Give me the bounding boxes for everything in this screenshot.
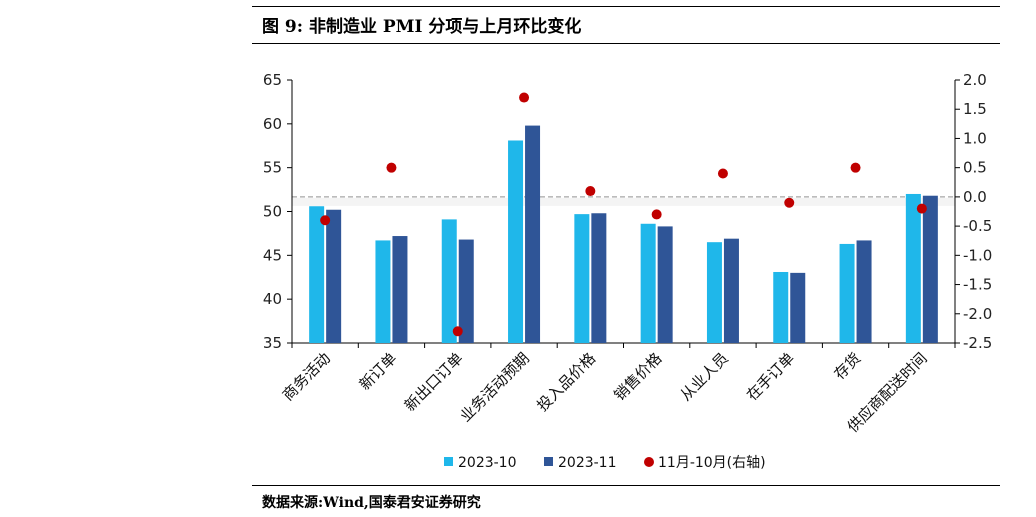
bar-2023-10: [773, 271, 789, 343]
zero-line-shadow: [292, 197, 955, 206]
bar-2023-11: [392, 236, 408, 343]
bar-2023-11: [326, 209, 342, 343]
right-tick-label: 1.0: [963, 129, 987, 147]
legend-swatch: [444, 457, 453, 466]
category-label: 销售价格: [610, 349, 665, 404]
category-label: 投入品价格: [533, 349, 599, 415]
top-rule: [252, 6, 1000, 7]
left-tick-label: 35: [263, 334, 282, 352]
diff-point: [916, 203, 927, 214]
left-tick-label: 55: [263, 159, 282, 177]
diff-point: [452, 326, 463, 337]
right-tick-label: -2.5: [963, 334, 992, 352]
category-label: 商务活动: [279, 349, 334, 404]
right-tick-label: 0.0: [963, 188, 987, 206]
legend-label: 11月-10月(右轴): [658, 455, 766, 471]
right-tick-label: -1.0: [963, 246, 992, 264]
bar-2023-10: [839, 243, 855, 343]
bars-layer: [309, 125, 938, 343]
bar-2023-11: [922, 195, 938, 343]
left-tick-label: 50: [263, 203, 282, 221]
legend-label: 2023-11: [558, 455, 617, 471]
diff-point: [320, 215, 331, 226]
left-tick-label: 45: [263, 246, 282, 264]
right-tick-label: 2.0: [963, 71, 987, 89]
points-layer: [320, 92, 927, 337]
right-tick-label: 1.5: [963, 100, 987, 118]
legend-label: 2023-10: [458, 455, 517, 471]
bar-2023-10: [640, 223, 656, 343]
right-tick-label: -2.0: [963, 305, 992, 323]
category-label: 在手订单: [743, 349, 798, 404]
legend-swatch: [644, 457, 654, 467]
legend-swatch: [544, 457, 553, 466]
bar-2023-11: [657, 226, 673, 343]
category-label: 新出口订单: [401, 349, 467, 415]
right-tick-label: -1.5: [963, 276, 992, 294]
diff-point: [585, 186, 596, 197]
legend: 2023-10 2023-11 11月-10月(右轴): [444, 455, 766, 471]
bar-2023-11: [723, 238, 739, 343]
diff-point: [651, 209, 662, 220]
diff-point: [784, 197, 795, 208]
bar-2023-10: [706, 242, 722, 343]
category-label: 从业人员: [677, 349, 732, 404]
diff-point: [850, 162, 861, 173]
left-tick-label: 65: [263, 71, 282, 89]
diff-point: [717, 168, 728, 179]
figure-title: 图 9: 非制造业 PMI 分项与上月环比变化: [262, 17, 582, 37]
source-note: 数据来源:Wind,国泰君安证券研究: [262, 495, 481, 511]
bar-2023-10: [309, 206, 325, 343]
bar-2023-10: [574, 214, 590, 343]
left-tick-label: 40: [263, 290, 282, 308]
diff-point: [386, 162, 397, 173]
bar-2023-11: [790, 272, 806, 343]
axes-layer: 35 40 45 50 55 60 65 -2.5 -2.0 -1.5 -1.0 -0.5 0.0 0.5…: [263, 71, 992, 352]
bar-2023-11: [591, 213, 607, 343]
bar-2023-10: [905, 193, 921, 343]
category-label: 新订单: [356, 349, 401, 394]
category-label: 业务活动预期: [456, 349, 532, 425]
right-tick-label: 0.5: [963, 159, 987, 177]
title-rule: [252, 43, 1000, 44]
bar-2023-10: [441, 219, 457, 343]
bar-2023-11: [856, 240, 872, 343]
diff-point: [519, 92, 530, 103]
bar-2023-10: [375, 240, 391, 343]
bottom-rule: [252, 485, 1000, 486]
right-tick-label: -0.5: [963, 217, 992, 235]
bar-2023-11: [525, 125, 541, 343]
category-label: 存货: [830, 349, 864, 383]
left-tick-label: 60: [263, 115, 282, 133]
bar-2023-10: [508, 140, 524, 343]
bar-2023-11: [458, 239, 474, 343]
